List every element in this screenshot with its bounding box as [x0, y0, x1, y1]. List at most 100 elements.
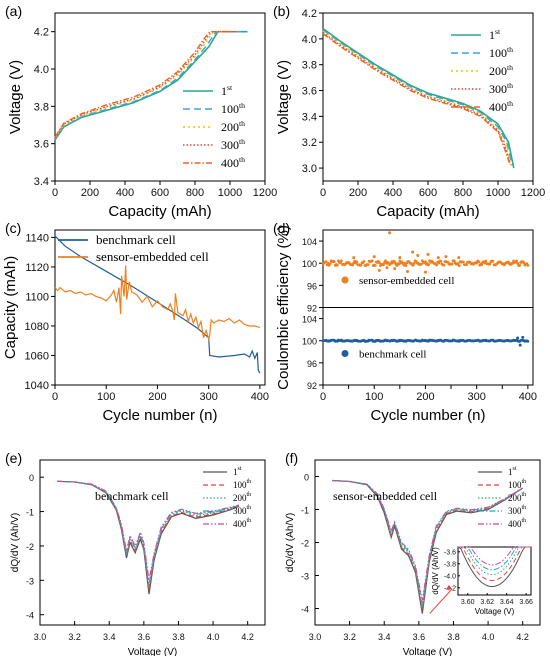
scatter-point — [426, 252, 430, 256]
inset-curve — [458, 546, 531, 566]
scatter-point — [372, 255, 376, 259]
scatter-point — [385, 266, 389, 270]
f-ytick-label: 0 — [304, 473, 309, 483]
f-xtick-label: 4.2 — [516, 632, 529, 642]
scatter-point — [397, 262, 401, 266]
scatter-point — [457, 256, 461, 260]
d-xtick-label: 200 — [416, 391, 434, 403]
y-axis-label: Capacity (mAh) — [2, 256, 19, 359]
f-ytick-label: -3 — [301, 572, 309, 582]
b-ytick-label: 4.2 — [302, 8, 317, 20]
b-ytick-label: 3.4 — [302, 111, 317, 123]
legend-item: 100th — [221, 101, 245, 116]
legend-item: 200th — [508, 492, 526, 503]
scatter-point — [382, 263, 385, 267]
panel-annotation: benchmark cell — [95, 489, 169, 503]
scatter-point — [398, 256, 402, 260]
b-ytick-label: 3.8 — [302, 60, 317, 72]
panel-label-d: (d) — [273, 220, 290, 236]
scatter-point — [393, 267, 397, 271]
series-line — [332, 479, 523, 601]
scatter-point — [457, 264, 461, 268]
x-axis-label: Cycle number (n) — [102, 407, 217, 424]
panel-label-b: (b) — [273, 3, 290, 19]
scatter-point — [427, 263, 430, 267]
legend-item: 200th — [233, 492, 251, 503]
f-xtick-label: 3.0 — [309, 632, 322, 642]
panel-label-f: (f) — [285, 450, 298, 466]
x-axis-label: Voltage (V) — [403, 647, 452, 656]
a-ytick-label: 4.0 — [34, 64, 49, 76]
b-ytick-label: 3.6 — [302, 86, 317, 98]
inset-curve — [458, 546, 531, 582]
legend-item: 200th — [489, 63, 513, 78]
b-ytick-label: 3.0 — [302, 163, 317, 175]
panel-c-frame — [54, 229, 266, 386]
scatter-point — [352, 256, 356, 260]
d-ytick-label: 104 — [302, 315, 317, 325]
f-xtick-label: 3.6 — [413, 632, 426, 642]
c-ytick-label: 1080 — [25, 321, 49, 333]
legend-item: 400th — [221, 155, 245, 170]
legend-item: 100th — [233, 479, 251, 490]
scatter-point — [419, 262, 423, 266]
b-ytick-label: 4.0 — [302, 34, 317, 46]
scatter-point — [340, 259, 343, 263]
d-xtick-label: 0 — [320, 391, 326, 403]
c-ytick-label: 1060 — [25, 350, 49, 362]
scatter-point — [370, 259, 374, 263]
scatter-point — [424, 260, 427, 264]
scatter-point — [324, 260, 328, 264]
series-line — [57, 480, 240, 581]
legend-item: 1st — [233, 466, 242, 477]
scatter-point — [359, 263, 363, 267]
legend-item: 400th — [233, 518, 251, 529]
e-xtick-label: 3.0 — [34, 632, 47, 642]
series-line — [322, 30, 512, 166]
c-ytick-label: 1040 — [25, 380, 49, 392]
d-xtick-label: 300 — [467, 391, 485, 403]
b-xtick-label: 400 — [384, 187, 402, 199]
legend-item: 400th — [489, 99, 513, 114]
b-xtick-label: 800 — [454, 187, 472, 199]
scatter-point — [484, 259, 488, 263]
panel-e-frame — [39, 459, 266, 626]
x-axis-label: Cycle number (n) — [370, 407, 485, 424]
legend-item: 300th — [233, 505, 251, 516]
scatter-point — [480, 263, 484, 266]
c-xtick-label: 200 — [148, 391, 166, 403]
legend-item: 1st — [508, 466, 517, 477]
legend-item: 1st — [489, 27, 501, 42]
a-xtick-label: 0 — [52, 187, 58, 199]
legend-item: 100th — [508, 479, 526, 490]
y-axis-label: dQ/dV (Ah/V) — [285, 513, 296, 572]
f-xtick-label: 3.2 — [343, 632, 356, 642]
e-ytick-label: -1 — [26, 508, 34, 518]
a-ytick-label: 3.8 — [34, 101, 49, 113]
scatter-point — [461, 260, 465, 264]
f-ytick-label: -1 — [301, 506, 309, 516]
inset-arrow-head — [446, 585, 452, 590]
scatter-point — [355, 260, 359, 264]
scatter-point — [516, 336, 520, 340]
series-line — [54, 31, 239, 139]
inset-curve — [457, 546, 531, 588]
panel-annotation: sensor-embedded cell — [333, 489, 438, 503]
x-axis-label: Voltage (V) — [128, 647, 177, 656]
scatter-point — [373, 264, 377, 267]
scatter-point — [515, 259, 519, 263]
legend-item: benchmark cell — [96, 232, 176, 247]
a-xtick-label: 1200 — [253, 187, 277, 199]
legend-item: 300th — [508, 505, 526, 516]
e-ytick-label: -4 — [26, 611, 34, 621]
d-xtick-label: 400 — [519, 391, 537, 403]
inset-frame — [457, 546, 532, 596]
y-axis-label: dQ/dV (Ah/V) — [10, 513, 21, 572]
legend-marker — [341, 350, 349, 357]
b-xtick-label: 200 — [349, 187, 367, 199]
scatter-point — [351, 263, 355, 267]
f-xtick-label: 4.0 — [482, 632, 495, 642]
scatter-point — [411, 250, 415, 254]
scatter-point — [435, 263, 439, 267]
